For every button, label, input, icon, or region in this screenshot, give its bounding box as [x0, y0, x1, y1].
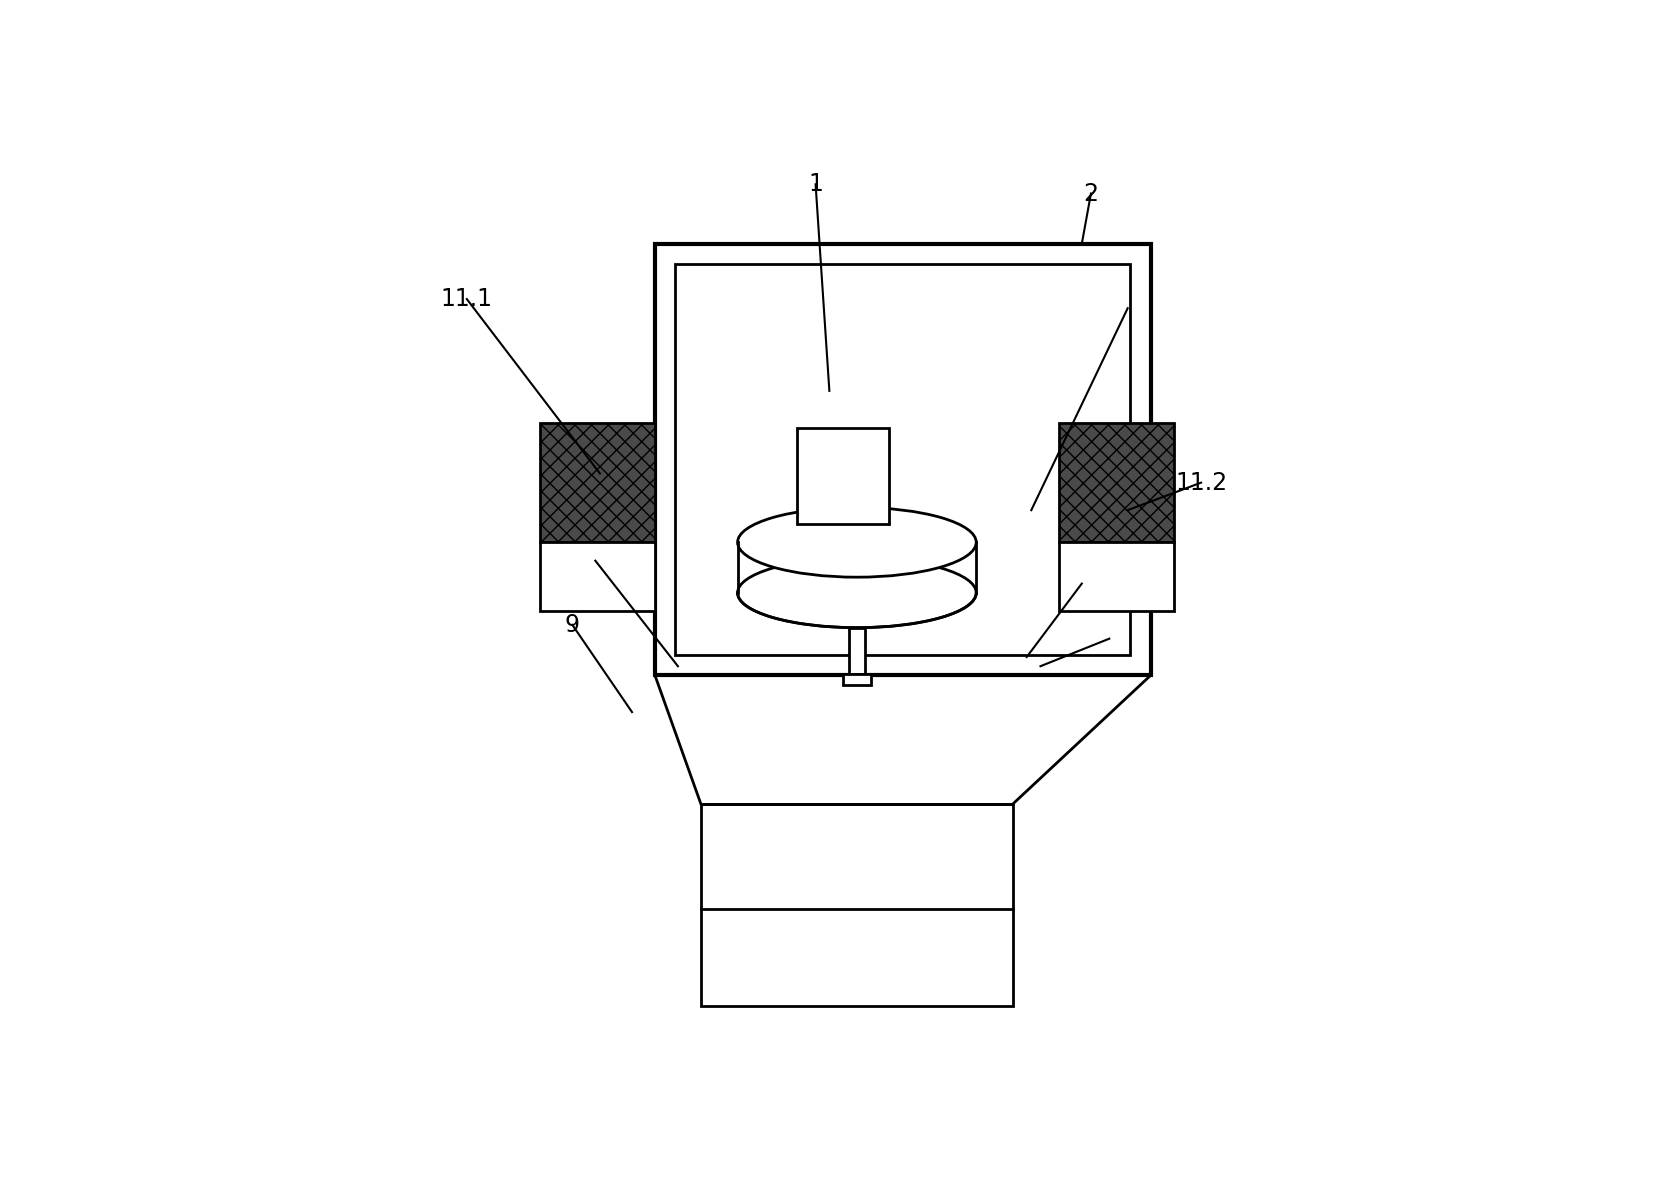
Text: 11.2: 11.2 — [1175, 471, 1227, 495]
Ellipse shape — [737, 558, 976, 628]
Text: 2: 2 — [1083, 181, 1099, 205]
Text: 11.1: 11.1 — [441, 287, 493, 311]
Bar — [675, 265, 1130, 656]
Ellipse shape — [737, 508, 976, 577]
Text: 7: 7 — [1120, 297, 1135, 321]
Bar — [1058, 423, 1174, 542]
Bar — [849, 628, 864, 673]
Text: 1: 1 — [808, 173, 823, 197]
Text: 10.2: 10.2 — [1083, 627, 1135, 651]
Text: 10.1: 10.1 — [568, 548, 622, 572]
Bar — [540, 423, 655, 542]
Text: 9: 9 — [565, 613, 580, 637]
Bar — [701, 803, 1013, 1006]
Text: 8: 8 — [1073, 572, 1090, 596]
Bar — [843, 673, 871, 684]
Bar — [1058, 542, 1174, 611]
Bar — [798, 428, 890, 524]
Bar — [655, 244, 1150, 676]
Bar — [540, 542, 655, 611]
